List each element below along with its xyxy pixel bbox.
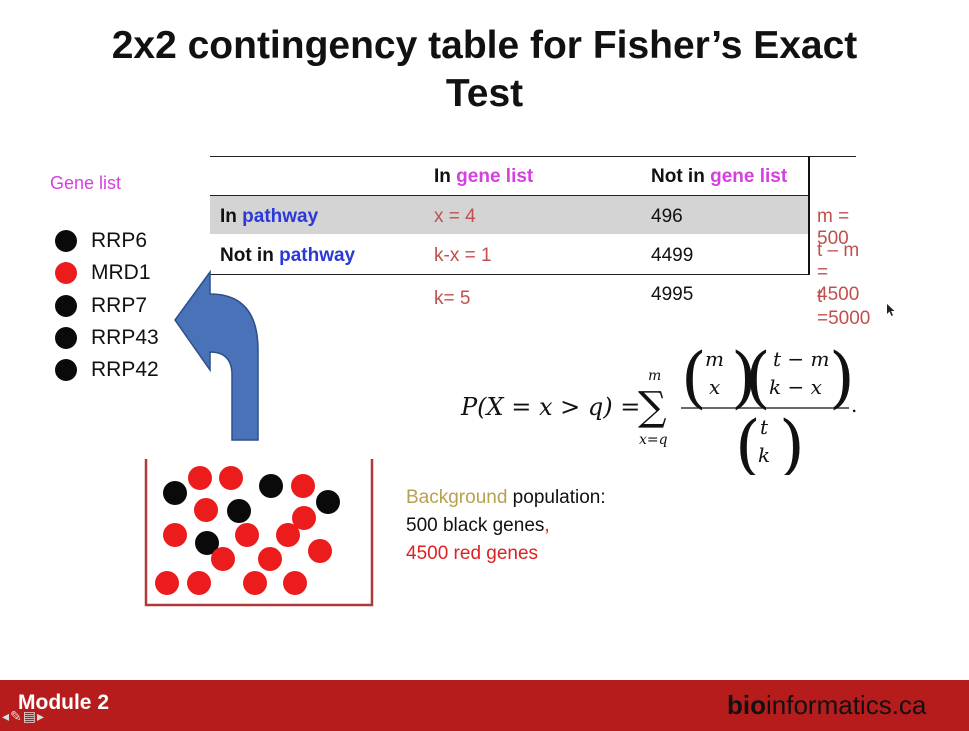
header-rule (210, 195, 810, 196)
col-header-in-gene-list: In gene list (434, 166, 534, 187)
formula-lhs: P(X = x > q) = (460, 393, 640, 421)
cell-496: 496 (651, 206, 683, 227)
left-paren-icon: ( (745, 340, 771, 416)
gene-name: RRP43 (91, 326, 159, 349)
row-header-not-in-pathway: Not in pathway (220, 245, 356, 266)
gene-name: RRP6 (91, 229, 148, 252)
menu-icon[interactable]: ▤ (22, 708, 37, 724)
table-top-rule (210, 156, 856, 157)
slide-nav-controls[interactable]: ◂✎▤▸ (2, 708, 45, 725)
binom3-top: t (760, 415, 769, 439)
hypergeometric-formula: P(X = x > q) = m ∑ x=q ( m x ) ( t − m k… (460, 340, 857, 475)
gene-item: RRP6 (55, 229, 147, 253)
black-gene-dot (55, 359, 77, 381)
title-line-2: Test (445, 72, 524, 115)
curved-arrow-icon (174, 270, 259, 441)
background-line-3: 4500 red genes (406, 543, 539, 564)
right-paren-icon: ) (731, 340, 757, 416)
cell-x: x = 4 (434, 206, 476, 227)
sum-lower-limit: x=q (639, 432, 668, 448)
row-total-t-minus-m: t – m = 4500 (817, 240, 860, 305)
body-bottom-rule (210, 274, 810, 275)
module-label: Module 2 (18, 691, 110, 714)
bioinformatics-logo: bioinformatics.ca (727, 690, 927, 720)
right-paren-icon: ) (779, 407, 805, 475)
background-population-text: Background population: 500 black genes, … (406, 484, 606, 568)
binom1-top: m (705, 347, 724, 371)
pen-icon[interactable]: ✎ (10, 708, 23, 724)
cell-4499: 4499 (651, 245, 694, 266)
totals-divider (808, 156, 810, 274)
gene-item: RRP42 (55, 358, 159, 382)
background-line-1: Background population: (406, 487, 606, 508)
binom2-bottom: k − x (769, 375, 822, 399)
black-gene-dot (55, 295, 77, 317)
sum-upper-limit: m (648, 368, 661, 384)
gene-item: RRP43 (55, 326, 159, 350)
sigma-icon: ∑ (638, 384, 667, 430)
grand-total-t: t =5000 (817, 286, 871, 329)
row-header-in-pathway: In pathway (220, 206, 319, 227)
row-total-m: m = 500 (817, 206, 850, 249)
background-line-2: 500 black genes, (406, 515, 550, 536)
right-paren-icon: ) (829, 340, 855, 416)
gene-item: RRP7 (55, 294, 147, 318)
binom3-bottom: k (758, 443, 770, 467)
gene-name: RRP42 (91, 358, 159, 381)
binom2-top: t − m (773, 347, 829, 371)
gene-name: RRP7 (91, 294, 148, 317)
next-arrow-icon[interactable]: ▸ (37, 708, 46, 724)
col-total-k: k= 5 (434, 288, 471, 309)
slide-title: 2x2 contingency table for Fisher’s Exact… (0, 22, 969, 118)
gene-list-label: Gene list (50, 173, 122, 193)
black-gene-dot (55, 327, 77, 349)
left-paren-icon: ( (735, 407, 761, 475)
red-gene-dot (55, 262, 77, 284)
footer-bar (0, 680, 969, 731)
cell-k-minus-x: k-x = 1 (434, 245, 492, 266)
gene-population-beaker (144, 459, 374, 607)
binom1-bottom: x (709, 375, 720, 399)
gene-item: MRD1 (55, 261, 151, 285)
title-line-1: 2x2 contingency table for Fisher’s Exact (111, 24, 858, 67)
cursor-icon (887, 304, 895, 316)
gene-name: MRD1 (91, 261, 151, 284)
period: . (851, 393, 857, 417)
prev-arrow-icon[interactable]: ◂ (2, 708, 11, 724)
col-total-4995: 4995 (651, 284, 694, 305)
left-paren-icon: ( (681, 340, 707, 416)
black-gene-dot (55, 230, 77, 252)
row-highlight (210, 196, 810, 234)
col-header-not-in-gene-list: Not in gene list (651, 166, 788, 187)
